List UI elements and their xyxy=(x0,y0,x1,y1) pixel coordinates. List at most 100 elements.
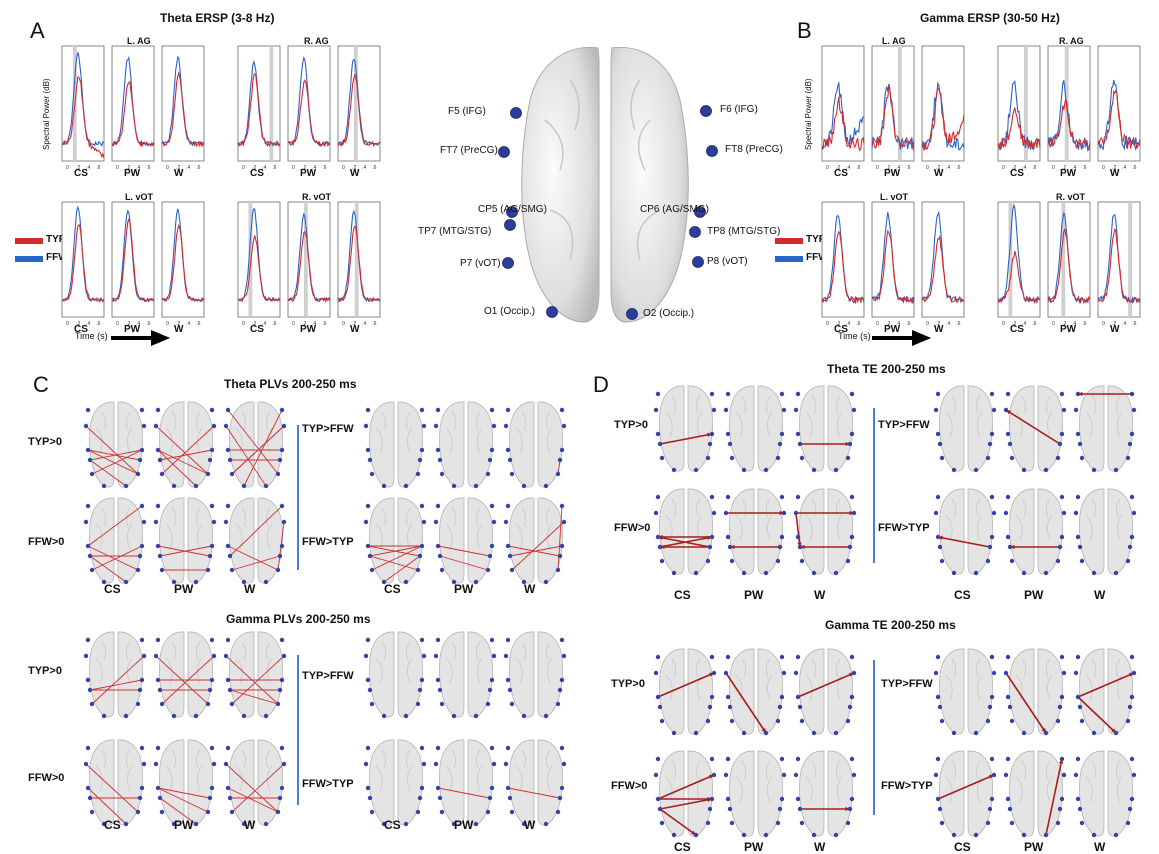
cond-label-c-gamma-r-2: W xyxy=(524,818,536,832)
cond-label-b-lag-0: CS xyxy=(834,168,848,179)
brain-c-theta-ffw-2 xyxy=(223,497,287,585)
region-label-lag-b: L. AG xyxy=(882,36,906,46)
brain-c-gamma-ffwtyp-1 xyxy=(433,739,497,827)
svg-text:.6: .6 xyxy=(856,165,860,171)
cond-label-c-gamma-r-1: PW xyxy=(454,818,474,832)
svg-text:.4: .4 xyxy=(362,321,366,327)
cond-label-c-gamma-0: CS xyxy=(104,818,121,832)
ersp-b-lag-1: 0 .2 .4 .6 xyxy=(871,45,915,171)
cond-label-d-theta-1: PW xyxy=(744,588,764,602)
row-label-c-theta-ffw: FFW>0 xyxy=(28,536,65,548)
legend-swatch-ffw-a xyxy=(15,256,43,262)
cond-label-d-theta-r-1: PW xyxy=(1024,588,1044,602)
cond-label-a-lag-2: W xyxy=(174,168,184,179)
svg-text:.2: .2 xyxy=(76,165,80,171)
svg-text:.6: .6 xyxy=(856,321,860,327)
row-label-c-gamma-typffw: TYP>FFW xyxy=(302,670,354,682)
svg-text:0: 0 xyxy=(826,165,829,171)
brain-d-theta-typ-2 xyxy=(793,385,857,473)
row-label-d-gamma-ffw: FFW>0 xyxy=(611,780,648,792)
svg-text:.6: .6 xyxy=(96,165,100,171)
electrode-dot-1 xyxy=(700,105,712,117)
cond-label-d-gamma-r-2: W xyxy=(1094,840,1106,854)
cond-label-d-gamma-r-0: CS xyxy=(954,840,971,854)
svg-text:.4: .4 xyxy=(846,165,850,171)
time-arrow-b xyxy=(872,330,932,346)
ersp-b-lvot-0: 0 .2 .4 .6 xyxy=(821,201,865,327)
ersp-a-rag-2: 0 .2 .4 .6 xyxy=(337,45,381,171)
svg-text:.4: .4 xyxy=(312,321,316,327)
svg-text:0: 0 xyxy=(66,321,69,327)
electrode-label-2: FT7 (PreCG) xyxy=(440,145,498,156)
cond-label-d-gamma-0: CS xyxy=(674,840,691,854)
svg-text:0: 0 xyxy=(116,165,119,171)
svg-text:.2: .2 xyxy=(126,321,130,327)
region-label-lvot-a: L. vOT xyxy=(125,192,154,202)
panel-c-gamma-title: Gamma PLVs 200-250 ms xyxy=(226,612,371,626)
row-label-c-theta-typffw: TYP>FFW xyxy=(302,423,354,435)
ersp-a-rag-0: 0 .2 .4 .6 xyxy=(237,45,281,171)
ersp-b-rvot-2: 0 .2 .4 .6 xyxy=(1097,201,1141,327)
cond-label-a-lag-0: CS xyxy=(74,168,88,179)
ersp-a-rvot-2: 0 .2 .4 .6 xyxy=(337,201,381,327)
region-label-rag-a: R. AG xyxy=(304,36,329,46)
svg-text:.4: .4 xyxy=(896,321,900,327)
cond-label-d-gamma-1: PW xyxy=(744,840,764,854)
svg-text:.4: .4 xyxy=(312,165,316,171)
region-label-lvot-b: L. vOT xyxy=(880,192,909,202)
cond-label-c-theta-0: CS xyxy=(104,582,121,596)
svg-text:.2: .2 xyxy=(302,321,306,327)
panel-b-title: Gamma ERSP (30-50 Hz) xyxy=(920,11,1060,25)
svg-text:.6: .6 xyxy=(1032,165,1036,171)
cond-label-d-theta-r-0: CS xyxy=(954,588,971,602)
svg-text:.6: .6 xyxy=(1082,321,1086,327)
svg-text:0: 0 xyxy=(1052,165,1055,171)
ersp-b-lvot-1: 0 .2 .4 .6 xyxy=(871,201,915,327)
svg-text:.4: .4 xyxy=(262,321,266,327)
legend-typ-b: TYP xyxy=(806,234,826,245)
svg-text:0: 0 xyxy=(926,321,929,327)
cond-label-a-lvot-2: W xyxy=(174,324,184,335)
cond-label-a-rag-2: W xyxy=(350,168,360,179)
brain-d-theta-ffw-2 xyxy=(793,488,857,576)
brain-d-gamma-ffwtyp-2 xyxy=(1073,750,1137,838)
cond-label-d-theta-r-2: W xyxy=(1094,588,1106,602)
svg-text:.6: .6 xyxy=(322,165,326,171)
brain-c-gamma-ffwtyp-0 xyxy=(363,739,427,827)
row-label-d-gamma-typffw: TYP>FFW xyxy=(881,678,933,690)
cond-label-a-lag-1: PW xyxy=(124,168,141,179)
brain-d-theta-typffw-0 xyxy=(933,385,997,473)
brain-c-gamma-typffw-1 xyxy=(433,631,497,719)
brain-c-theta-ffw-0 xyxy=(83,497,147,585)
panel-d-theta-title: Theta TE 200-250 ms xyxy=(827,362,946,376)
cond-label-b-lag-1: PW xyxy=(884,168,901,179)
ersp-a-lag-1: 0 .2 .4 .6 xyxy=(111,45,155,171)
time-arrow-a xyxy=(111,330,171,346)
ersp-a-lvot-1: 0 .2 .4 .6 xyxy=(111,201,155,327)
cond-label-a-rvot-0: CS xyxy=(250,324,264,335)
svg-text:0: 0 xyxy=(242,165,245,171)
svg-text:.6: .6 xyxy=(956,165,960,171)
svg-text:.6: .6 xyxy=(272,321,276,327)
electrode-dot-6 xyxy=(504,219,516,231)
brain-c-theta-ffwtyp-2 xyxy=(503,497,567,585)
brain-d-gamma-typffw-2 xyxy=(1073,648,1137,736)
cond-label-c-theta-2: W xyxy=(244,582,256,596)
legend-typ-a: TYP xyxy=(46,234,66,245)
electrode-dot-9 xyxy=(692,256,704,268)
electrode-dot-10 xyxy=(546,306,558,318)
row-label-c-theta-ffwtyp: FFW>TYP xyxy=(302,536,354,548)
separator-d-theta xyxy=(873,408,875,563)
cond-label-d-theta-0: CS xyxy=(674,588,691,602)
region-label-lag-a: L. AG xyxy=(127,36,151,46)
svg-text:0: 0 xyxy=(292,165,295,171)
brain-c-gamma-typffw-0 xyxy=(363,631,427,719)
svg-text:.4: .4 xyxy=(86,165,90,171)
svg-text:.6: .6 xyxy=(96,321,100,327)
svg-text:0: 0 xyxy=(242,321,245,327)
svg-text:.2: .2 xyxy=(886,321,890,327)
svg-text:0: 0 xyxy=(1052,321,1055,327)
row-label-d-theta-ffwtyp: FFW>TYP xyxy=(878,522,930,534)
brain-c-theta-typ-1 xyxy=(153,401,217,489)
svg-text:.2: .2 xyxy=(936,165,940,171)
